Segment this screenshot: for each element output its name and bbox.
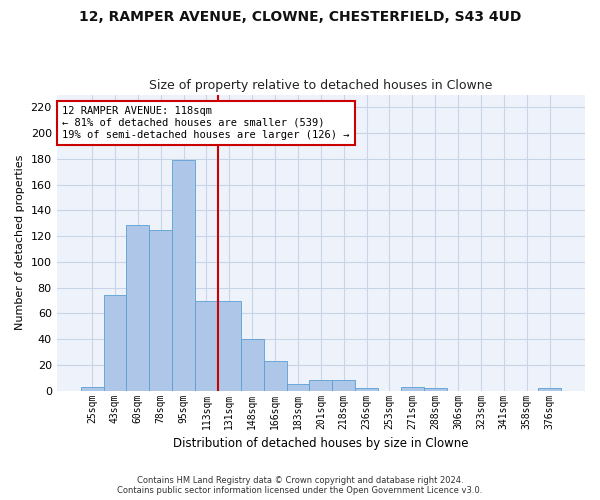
Bar (263, 361, 287, 390)
Bar (195, 300, 218, 390)
Bar (287, 384, 310, 390)
Text: 12 RAMPER AVENUE: 118sqm
← 81% of detached houses are smaller (539)
19% of semi-: 12 RAMPER AVENUE: 118sqm ← 81% of detach… (62, 106, 349, 140)
Y-axis label: Number of detached properties: Number of detached properties (15, 155, 25, 330)
Title: Size of property relative to detached houses in Clowne: Size of property relative to detached ho… (149, 79, 493, 92)
Bar (172, 160, 195, 390)
Bar (218, 300, 241, 390)
Text: Contains HM Land Registry data © Crown copyright and database right 2024.
Contai: Contains HM Land Registry data © Crown c… (118, 476, 482, 495)
Bar (80, 387, 104, 390)
Bar (149, 230, 172, 390)
Bar (104, 296, 127, 390)
Bar (538, 388, 561, 390)
Bar (401, 387, 424, 390)
Bar (310, 380, 332, 390)
Bar (424, 388, 446, 390)
X-axis label: Distribution of detached houses by size in Clowne: Distribution of detached houses by size … (173, 437, 469, 450)
Bar (127, 224, 149, 390)
Bar (332, 380, 355, 390)
Text: 12, RAMPER AVENUE, CLOWNE, CHESTERFIELD, S43 4UD: 12, RAMPER AVENUE, CLOWNE, CHESTERFIELD,… (79, 10, 521, 24)
Bar (241, 339, 263, 390)
Bar (355, 388, 378, 390)
